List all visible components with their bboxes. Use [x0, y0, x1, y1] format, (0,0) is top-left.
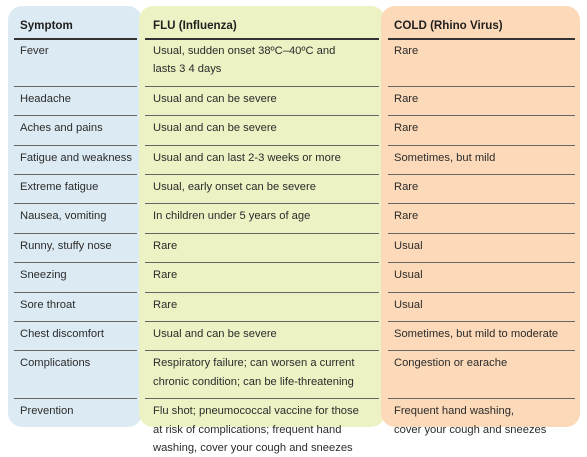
header-flu: FLU (Influenza)	[153, 19, 237, 32]
row-divider-symptom	[14, 398, 137, 400]
row-divider-symptom	[14, 203, 137, 205]
row-divider-cold	[388, 398, 575, 400]
cold-cell-line: Usual	[394, 269, 423, 282]
symptom-cell: Extreme fatigue	[20, 181, 99, 193]
cold-cell-line: Rare	[394, 181, 419, 193]
row-divider-cold	[388, 203, 575, 205]
flu-cell-line: Respiratory failure; can worsen a curren…	[153, 357, 355, 370]
cold-cell-line: Congestion or earache	[394, 357, 508, 370]
flu-cell-line: at risk of complications; frequent hand	[153, 423, 342, 436]
symptom-cell: Sneezing	[20, 269, 67, 282]
row-divider-cold	[388, 291, 575, 293]
flu-column-background	[139, 6, 385, 427]
cold-cell-line: Usual	[394, 298, 423, 311]
row-divider-flu	[145, 115, 379, 117]
flu-cell-line: washing, cover your cough and sneezes	[153, 442, 353, 454]
row-divider-flu	[145, 350, 379, 352]
flu-cell-line: Usual and can last 2-3 weeks or more	[153, 151, 341, 164]
cold-cell-line: Sometimes, but mild to moderate	[394, 328, 559, 340]
row-divider-cold	[388, 321, 575, 322]
row-divider-symptom	[14, 232, 137, 234]
flu-cell-line: chronic condition; can be life-threateni…	[153, 375, 354, 388]
header-divider-cold	[388, 38, 575, 40]
symptom-cell: Runny, stuffy nose	[20, 239, 112, 252]
row-divider-flu	[145, 232, 379, 234]
symptom-cell: Sore throat	[20, 298, 76, 311]
flu-cell-line: Rare	[153, 298, 178, 311]
symptom-cell: Nausea, vomiting	[20, 210, 107, 223]
row-divider-cold	[388, 174, 575, 175]
flu-cell-line: Usual and can be severe	[153, 92, 277, 105]
row-divider-cold	[388, 115, 575, 117]
cold-column-background	[381, 6, 580, 427]
row-divider-flu	[145, 291, 379, 293]
row-divider-symptom	[14, 144, 137, 146]
cold-cell-line: Rare	[394, 92, 419, 105]
cold-cell-line: Sometimes, but mild	[394, 151, 496, 164]
row-divider-symptom	[14, 321, 137, 322]
row-divider-symptom	[14, 115, 137, 117]
cold-cell-line: Frequent hand washing,	[394, 405, 515, 418]
symptom-column-background	[8, 6, 142, 427]
row-divider-flu	[145, 203, 379, 205]
header-divider-flu	[145, 38, 379, 40]
flu-cell-line: lasts 3 4 days	[153, 63, 222, 76]
row-divider-cold	[388, 232, 575, 234]
flu-cell-line: Usual and can be severe	[153, 122, 277, 135]
cold-cell-line: Usual	[394, 239, 423, 252]
flu-cell-line: Usual and can be severe	[153, 328, 277, 340]
row-divider-flu	[145, 321, 379, 322]
header-symptom: Symptom	[20, 19, 73, 32]
row-divider-flu	[145, 144, 379, 146]
flu-cell-line: Flu shot; pneumococcal vaccine for those	[153, 405, 359, 418]
cold-cell-line: cover your cough and sneezes	[394, 423, 547, 436]
symptom-cell: Prevention	[20, 405, 74, 418]
row-divider-cold	[388, 85, 575, 87]
flu-cell-line: Usual, early onset can be severe	[153, 181, 316, 193]
header-divider-symptom	[14, 38, 137, 40]
flu-cell-line: Rare	[153, 239, 178, 252]
row-divider-flu	[145, 398, 379, 400]
row-divider-flu	[145, 262, 379, 264]
row-divider-symptom	[14, 174, 137, 175]
row-divider-symptom	[14, 350, 137, 352]
row-divider-flu	[145, 85, 379, 87]
row-divider-cold	[388, 350, 575, 352]
cold-cell-line: Rare	[394, 45, 419, 57]
cold-cell-line: Rare	[394, 122, 419, 135]
flu-cell-line: Rare	[153, 269, 178, 282]
symptom-cell: Aches and pains	[20, 122, 103, 135]
row-divider-flu	[145, 174, 379, 175]
row-divider-symptom	[14, 85, 137, 87]
row-divider-symptom	[14, 291, 137, 293]
cold-cell-line: Rare	[394, 210, 419, 223]
flu-cell-line: In children under 5 years of age	[153, 210, 311, 223]
row-divider-cold	[388, 144, 575, 146]
symptom-cell: Chest discomfort	[20, 328, 104, 340]
symptom-cell: Fatigue and weakness	[20, 151, 132, 164]
flu-cell-line: Usual, sudden onset 38ºC–40ºC and	[153, 45, 336, 57]
symptom-cell: Headache	[20, 92, 72, 105]
symptom-cell: Complications	[20, 357, 91, 370]
symptom-cell: Fever	[20, 45, 49, 57]
row-divider-cold	[388, 262, 575, 264]
row-divider-symptom	[14, 262, 137, 264]
header-cold: COLD (Rhino Virus)	[394, 19, 503, 32]
